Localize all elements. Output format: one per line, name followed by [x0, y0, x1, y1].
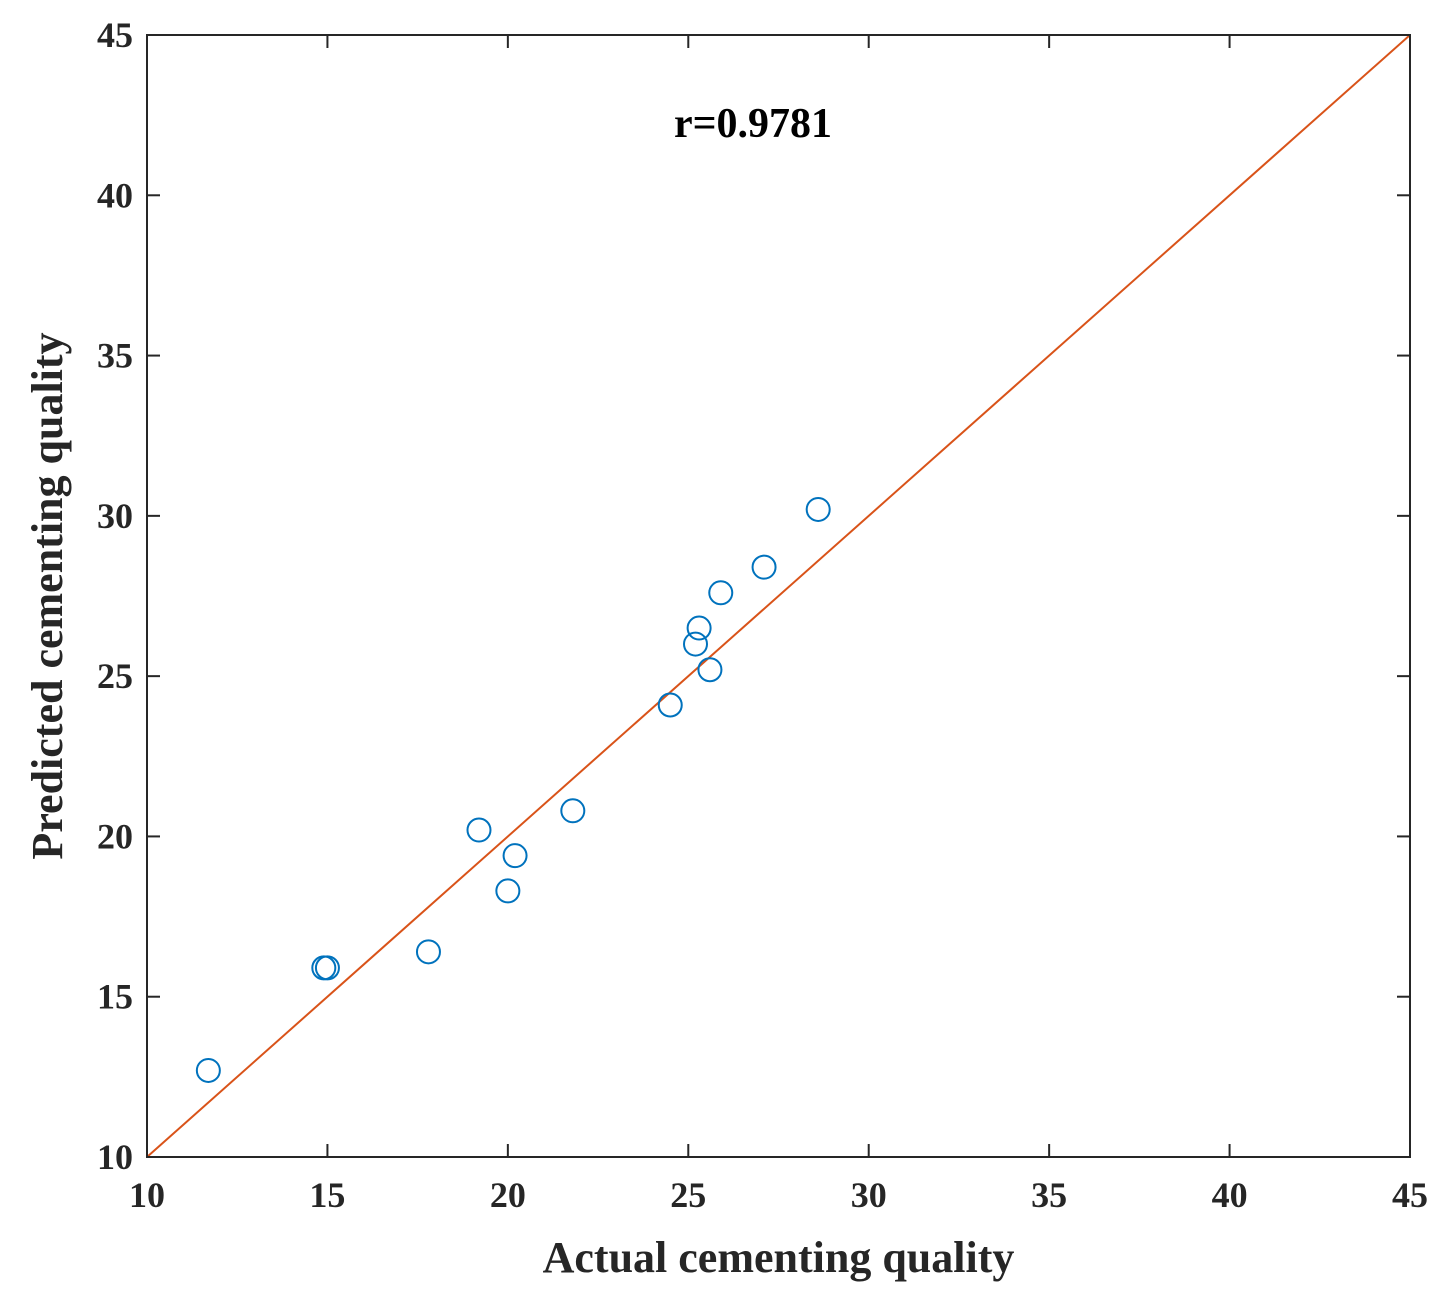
y-tick-label: 15 [97, 977, 133, 1017]
x-tick-label: 20 [490, 1175, 526, 1215]
plot-area-frame [146, 34, 1411, 1158]
y-tick-label: 35 [97, 336, 133, 376]
axis-ticks [146, 34, 1411, 1158]
x-tick-label: 25 [670, 1175, 706, 1215]
x-tick-label: 15 [309, 1175, 345, 1215]
y-tick-label: 40 [97, 175, 133, 215]
x-tick-label: 40 [1212, 1175, 1248, 1215]
data-point [495, 878, 521, 904]
data-point [466, 817, 492, 843]
x-tick-label: 30 [851, 1175, 887, 1215]
x-axis-label: Actual cementing quality [543, 1233, 1015, 1282]
data-point [415, 939, 441, 965]
y-tick-label: 30 [97, 496, 133, 536]
data-point [708, 580, 734, 606]
data-point [502, 843, 528, 869]
data-point [805, 496, 831, 522]
y-tick-label: 20 [97, 816, 133, 856]
y-axis-label: Predicted cementing quality [23, 332, 72, 859]
correlation-annotation: r=0.9781 [674, 101, 832, 147]
data-points [195, 496, 831, 1083]
y-tick-labels: 10 15 20 25 30 35 40 45 [97, 15, 133, 1177]
data-point [560, 798, 586, 824]
y-tick-label: 25 [97, 656, 133, 696]
data-point [314, 955, 340, 981]
x-tick-label: 10 [129, 1175, 165, 1215]
data-point [751, 554, 777, 580]
data-point [697, 657, 723, 683]
y-tick-label: 45 [97, 15, 133, 55]
y-tick-label: 10 [97, 1137, 133, 1177]
x-tick-labels: 10 15 20 25 30 35 40 45 [129, 1175, 1428, 1215]
x-tick-label: 35 [1031, 1175, 1067, 1215]
data-point [657, 692, 683, 718]
data-point [683, 631, 709, 657]
data-point [686, 615, 712, 641]
reference-line-y-equals-x [146, 34, 1411, 1158]
data-point [195, 1057, 221, 1083]
x-tick-label: 45 [1392, 1175, 1428, 1215]
